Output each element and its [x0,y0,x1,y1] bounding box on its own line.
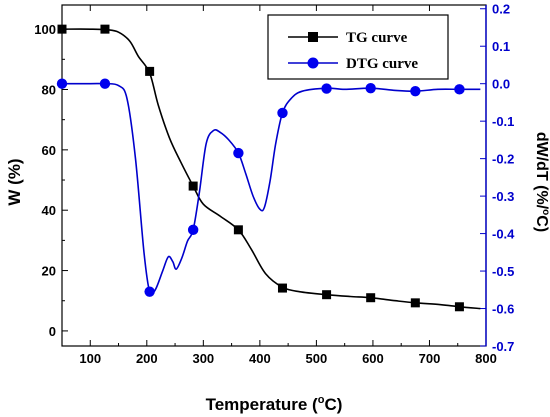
y-right-tick-label: -0.7 [492,339,514,354]
legend: TG curve DTG curve [267,14,449,80]
x-tick-label: 100 [79,351,101,366]
tg-curve-point [454,302,464,312]
y-right-tick-label: -0.3 [492,189,514,204]
tg-curve-point [277,283,287,293]
x-axis-title: Temperature (oC) [206,394,343,414]
y-left-tick-label: 20 [42,264,56,279]
tg-curve-point [410,298,420,308]
tg-curve-point [57,24,67,34]
y-right-tick-label: -0.4 [492,227,515,242]
tg-curve-point [366,293,376,303]
dtg-curve-point [187,224,199,236]
dtg-curve-point [365,82,376,94]
x-tick-label: 400 [249,351,271,366]
dtg-curve-line [61,82,481,296]
legend-dtg-label: DTG curve [346,56,418,72]
y-right-tick-label: -0.5 [492,264,514,279]
tg-curve-point [188,181,198,191]
x-tick-label: 800 [475,351,497,366]
y-right-title-degree: o [540,209,550,215]
x-tick-label: 600 [362,351,384,366]
dtg-curve-point [99,78,111,89]
tg-curve-point [145,66,155,76]
dtg-curve-point [410,85,421,97]
tg-curve-point [100,24,110,34]
x-tick-label: 500 [306,351,328,366]
dtg-curve-point [277,107,288,119]
dtg-curve-point [321,83,332,94]
y-left-tick-label: 80 [42,82,56,97]
data-markers [56,24,465,312]
y-right-title: dW/dT (%/oC) [533,132,550,232]
y-left-tick-label: 40 [42,203,56,218]
data-curves [61,28,481,310]
legend-box [267,14,449,80]
y-left-tick-label: 60 [42,143,56,158]
dtg-curve-point [454,84,465,95]
dtg-curve-point [233,147,244,159]
x-title-degree: o [318,394,325,406]
y-right-tick-label: 0.0 [492,77,510,92]
x-tick-label: 700 [419,351,441,366]
dtg-curve-point [144,286,155,297]
tg-curve-point [322,290,332,300]
y-right-tick-label: 0.1 [492,39,510,54]
legend-tg-marker [308,32,318,42]
y-left-tick-label: 0 [49,324,56,339]
x-tick-label: 200 [136,351,158,366]
tg-curve-point [233,225,243,235]
legend-dtg-marker [307,57,319,69]
y-right-tick-label: -0.1 [492,114,514,129]
tick-labels: 100 200 300 400 500 600 700 800 0 20 40 60 80 100 0.2 0… [34,2,515,366]
y-right-tick-label: -0.2 [492,152,514,167]
y-left-tick-label: 100 [34,22,56,37]
axis-ticks [61,5,487,347]
tg-curve-line [61,28,481,310]
y-left-title: W (%) [5,158,24,205]
y-right-tick-label: 0.2 [492,2,510,17]
legend-tg-label: TG curve [346,30,408,46]
x-tick-label: 300 [192,351,214,366]
dtg-curve-point [56,78,68,89]
y-right-tick-label: -0.6 [492,302,514,317]
